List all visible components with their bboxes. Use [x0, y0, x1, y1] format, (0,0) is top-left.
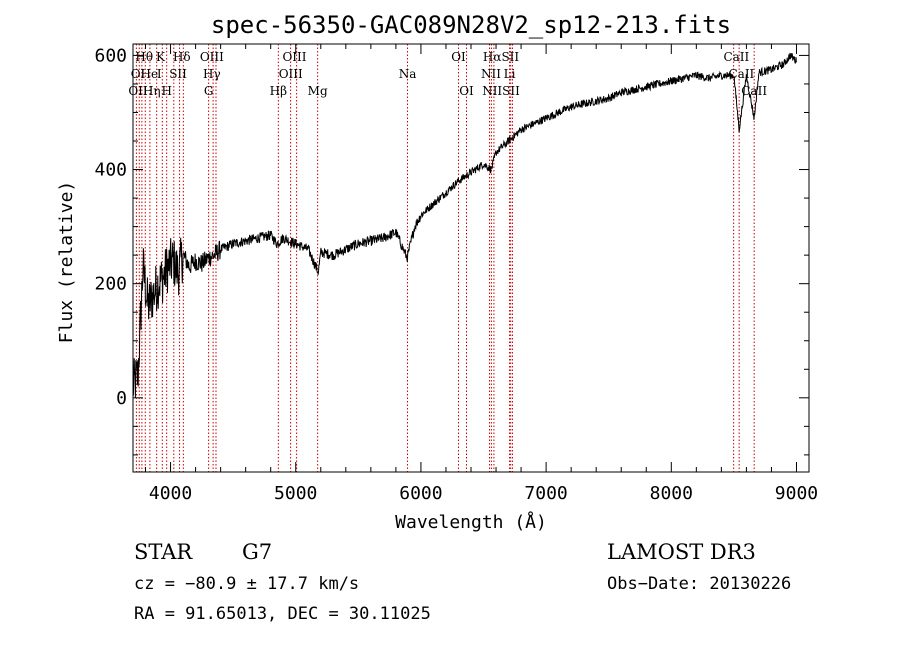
line-label: Hη [143, 84, 161, 98]
obs-date: Obs−Date: 20130226 [607, 574, 792, 594]
line-label: OI [131, 67, 146, 81]
y-axis-label: Flux (relative) [56, 181, 77, 344]
object-class: STAR [134, 540, 193, 564]
line-label: CaII [741, 84, 767, 98]
y-tick-label: 600 [94, 45, 127, 66]
axis-ticks [133, 44, 809, 472]
line-label: OII [128, 84, 148, 98]
line-label: Hβ [270, 84, 287, 98]
line-label: H [161, 84, 171, 98]
series-line-flux [132, 52, 797, 398]
tick-labels: 4000 5000 6000 7000 8000 9000 0 200 400 600 [94, 45, 818, 504]
line-label: Hδ [173, 50, 191, 64]
line-label: Mg [308, 84, 328, 98]
y-tick-label: 400 [94, 160, 127, 181]
chart-title: spec-56350-GAC089N28V2_sp12-213.fits [211, 11, 731, 39]
line-label: OI [451, 50, 466, 64]
emission-line-markers [135, 44, 755, 472]
x-tick-label: 9000 [775, 483, 818, 504]
x-tick-label: 7000 [524, 483, 567, 504]
line-label: HαSII [483, 50, 520, 64]
line-label: He [140, 67, 158, 81]
x-tick-label: 8000 [650, 483, 693, 504]
line-label: OIII [282, 50, 306, 64]
line-label: SII [169, 67, 187, 81]
ra-dec: RA = 91.65013, DEC = 30.11025 [134, 604, 431, 624]
line-label: Hγ [203, 67, 221, 81]
line-label: Hθ [135, 50, 153, 64]
x-axis-label: Wavelength (Å) [395, 511, 547, 533]
line-label: Li [504, 67, 516, 81]
plot-frame [132, 43, 810, 473]
line-label: CaII [728, 67, 754, 81]
survey-label: LAMOST DR3 [607, 540, 756, 564]
cz-value: cz = −80.9 ± 17.7 km/s [134, 574, 360, 594]
line-label: OIII [200, 50, 224, 64]
spectrum-series [132, 52, 797, 398]
line-label: OI [459, 84, 474, 98]
x-tick-label: 6000 [399, 483, 442, 504]
y-tick-label: 200 [94, 274, 127, 295]
line-label: OIII [279, 67, 303, 81]
x-tick-label: 5000 [274, 483, 317, 504]
plot-axes [132, 43, 810, 473]
line-label: G [204, 84, 214, 98]
line-label: Na [399, 67, 417, 81]
line-label: NIISII [482, 84, 520, 98]
x-tick-label: 4000 [149, 483, 192, 504]
line-label: K [156, 50, 166, 64]
line-label: I [157, 67, 162, 81]
line-label: CaII [723, 50, 749, 64]
y-tick-label: 0 [116, 388, 127, 409]
subclass: G7 [242, 540, 273, 564]
line-label: NII [481, 67, 501, 81]
